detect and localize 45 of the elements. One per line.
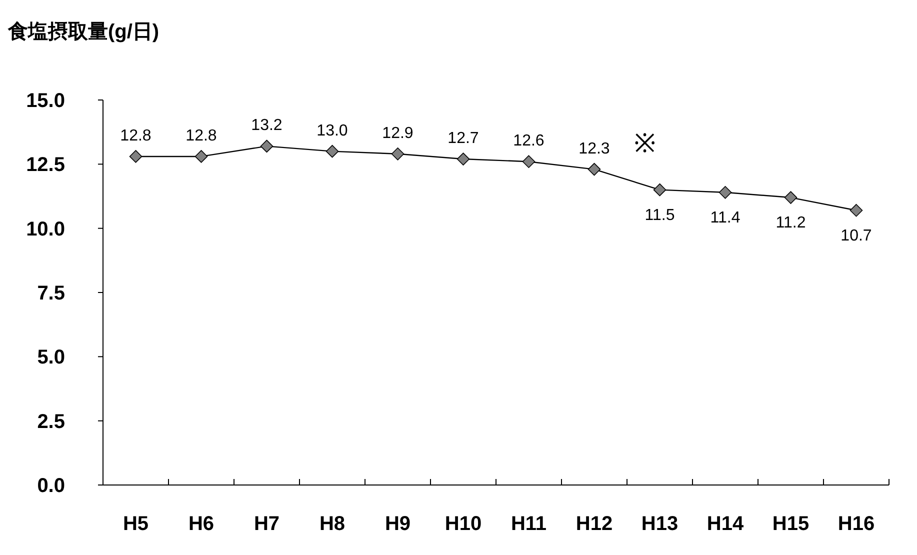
y-tick-label: 10.0 <box>26 218 65 240</box>
x-tick-label: H12 <box>576 513 613 535</box>
point <box>588 162 601 176</box>
y-tick-label: 5.0 <box>37 346 65 369</box>
point <box>653 183 666 196</box>
point <box>784 191 798 204</box>
annotation: ※ <box>634 128 656 158</box>
text: 12.6 <box>513 132 544 150</box>
x-tick-label: H13 <box>641 513 678 535</box>
point <box>326 144 339 158</box>
x-tick-label: H7 <box>254 513 280 535</box>
x-tick-label: H16 <box>838 513 875 535</box>
x-tick-label: H15 <box>772 513 810 535</box>
text: 12.7 <box>448 130 479 148</box>
y-tick-label: 12.5 <box>26 154 65 176</box>
text: 12.3 <box>578 140 610 158</box>
x-tick-label: H9 <box>384 513 411 535</box>
y-tick-label: 15.0 <box>26 90 65 112</box>
x-tick-label: H5 <box>122 513 149 535</box>
x-tick-label: H10 <box>444 513 482 535</box>
text: 12.8 <box>186 127 217 144</box>
x-tick-label: H6 <box>188 513 214 535</box>
text: 13.2 <box>251 117 282 134</box>
y-tick-label: 7.5 <box>37 282 65 304</box>
text: 11.4 <box>710 209 740 226</box>
point <box>456 152 470 166</box>
text: 11.5 <box>644 206 675 224</box>
text: 11.2 <box>776 214 806 232</box>
x-tick-label: H8 <box>319 513 346 535</box>
text: 13.0 <box>316 122 348 140</box>
point <box>391 148 404 160</box>
text: 12.8 <box>120 127 152 144</box>
point <box>850 204 863 217</box>
text: 12.9 <box>382 124 414 142</box>
point <box>129 150 142 163</box>
y-tick-label: 2.5 <box>37 410 65 433</box>
y-axis-title: 食塩摂取量(g/日) <box>7 21 160 43</box>
point <box>260 140 274 153</box>
text: 10.7 <box>840 227 872 244</box>
x-tick-label: H14 <box>706 513 744 535</box>
x-tick-label: H11 <box>510 513 547 535</box>
y-tick-label: 0.0 <box>37 475 65 497</box>
point <box>522 155 536 168</box>
point <box>718 186 732 199</box>
point <box>194 150 208 163</box>
